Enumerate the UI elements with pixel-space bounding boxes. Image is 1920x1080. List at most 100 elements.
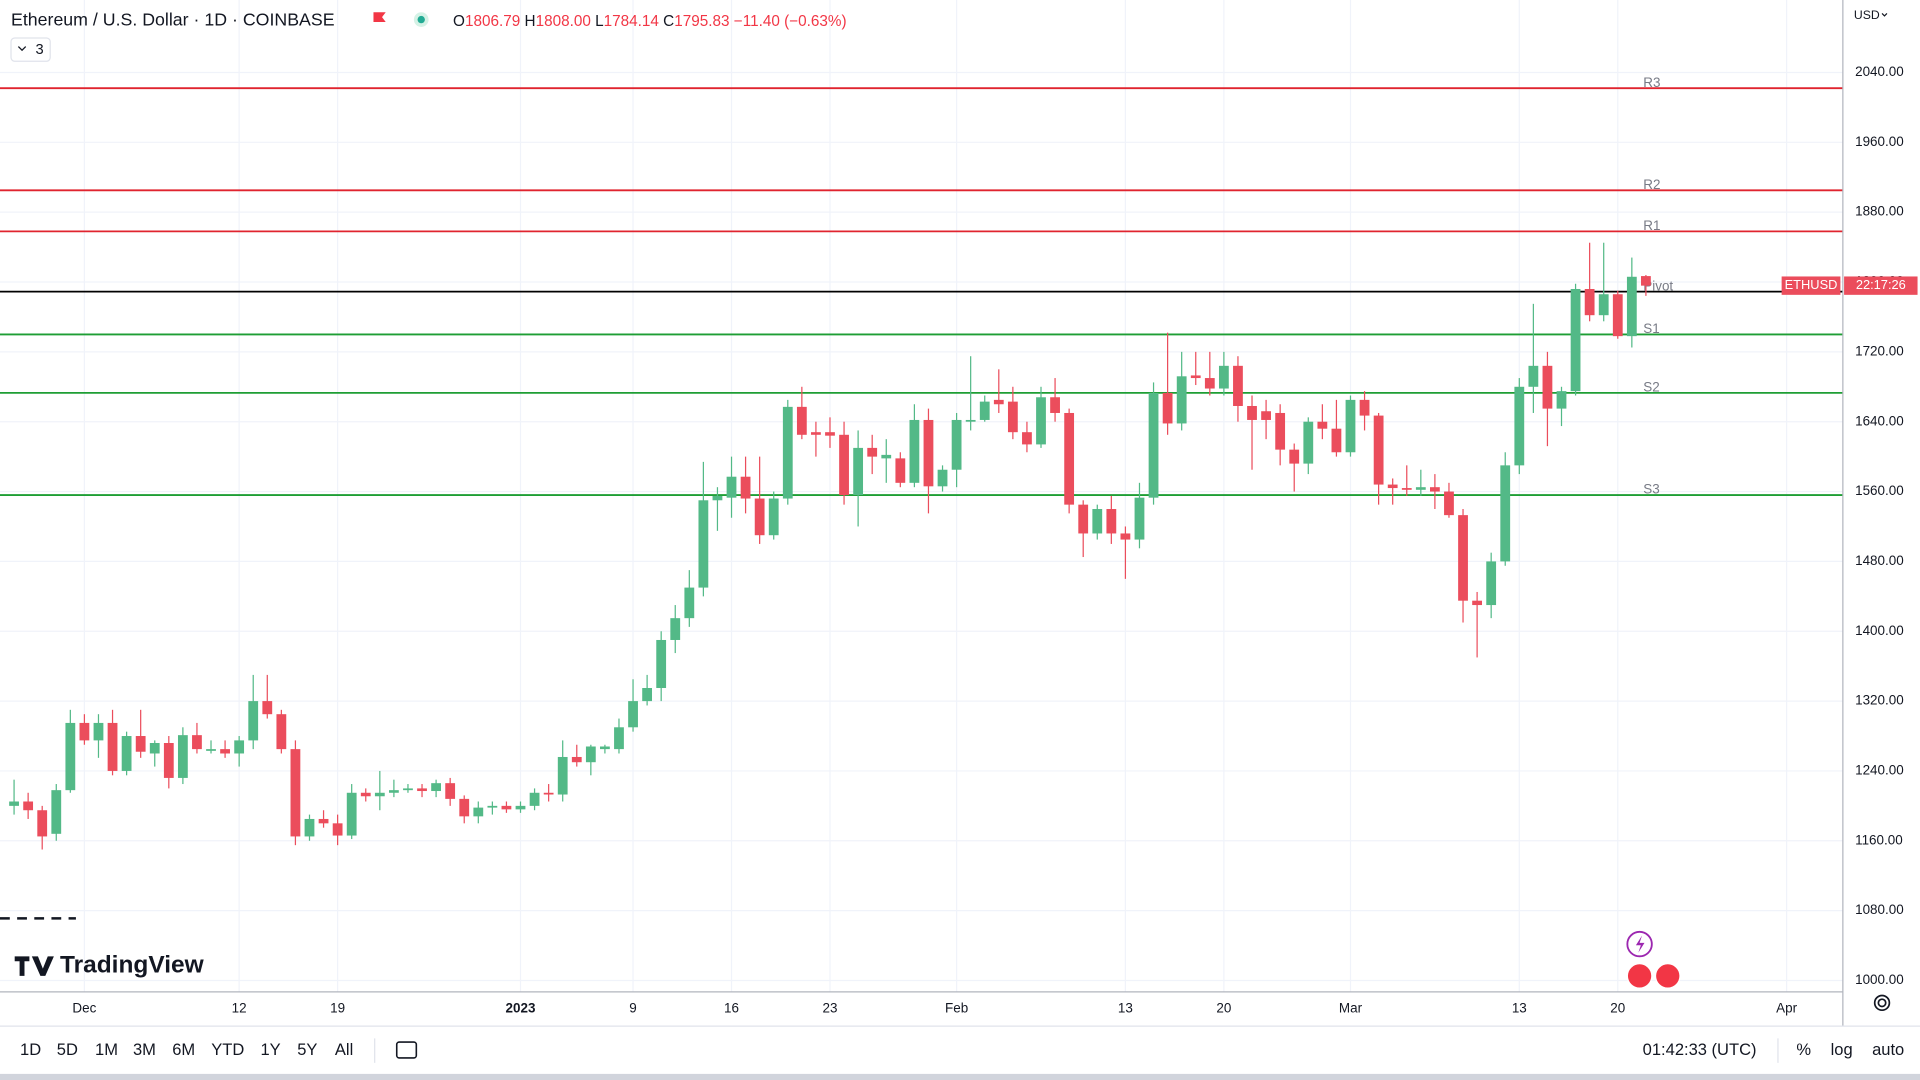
range-button[interactable]: 5D (57, 1040, 78, 1059)
countdown: 22:17:26 (1856, 277, 1906, 292)
flag-icon (373, 12, 386, 23)
candle-body (388, 790, 399, 793)
chevron (17, 46, 27, 52)
candle-body (1401, 488, 1412, 490)
x-tick-label: 9 (629, 1001, 636, 1016)
currency[interactable]: USD (1854, 8, 1880, 22)
candle-body (1247, 405, 1257, 420)
logo-mark (14, 956, 54, 976)
candle-body (1303, 421, 1314, 464)
ohlc-value: 1808.00 (536, 13, 591, 30)
candle-body (1641, 276, 1651, 286)
candle-body (867, 447, 878, 457)
x-tick-label: 20 (1610, 1001, 1625, 1016)
date-range-icon[interactable] (395, 1041, 418, 1059)
x-tick-label: 13 (1512, 1001, 1527, 1016)
candle-body (1134, 497, 1145, 540)
candle-body (712, 495, 723, 501)
ohlc-legend: O1806.79 H1808.00 L1784.14 C1795.83 −11.… (453, 13, 847, 30)
candle-body (515, 805, 526, 810)
x-tick-label: 16 (724, 1001, 739, 1016)
candle-body (1514, 386, 1525, 466)
range-button[interactable]: 1M (95, 1040, 118, 1059)
candle-body (234, 740, 245, 754)
candle-body (1022, 432, 1032, 445)
range-button[interactable]: 3M (133, 1040, 156, 1059)
x-tick-label: Feb (945, 1001, 968, 1016)
range-button[interactable]: YTD (211, 1040, 244, 1059)
candle-body (487, 805, 498, 808)
y-tick-label: 1560.00 (1855, 483, 1904, 498)
candle-body (107, 722, 118, 771)
candle-body (670, 618, 681, 640)
candle-body (121, 736, 132, 771)
candle-body (1036, 397, 1046, 445)
candle-body (853, 447, 864, 496)
scale-option[interactable]: auto (1872, 1040, 1904, 1059)
candle-body (1289, 449, 1300, 464)
pivot-label: S3 (1643, 482, 1659, 497)
candle-body (1570, 288, 1581, 392)
scale-option[interactable]: % (1796, 1040, 1811, 1059)
x-tick-label: 19 (330, 1001, 345, 1016)
candle-body (1233, 365, 1243, 406)
candle-body (149, 743, 160, 754)
range-button[interactable]: 1D (20, 1040, 41, 1059)
ohlc-value: 1784.14 (604, 13, 660, 30)
candle-body (431, 783, 441, 792)
candle-body (192, 735, 202, 750)
candle-body (642, 687, 653, 702)
indicators-toggle[interactable] (10, 37, 51, 62)
candle-body (600, 746, 610, 750)
candle-body (374, 792, 385, 797)
candle-body (923, 419, 934, 487)
range-button[interactable]: 5Y (297, 1040, 317, 1059)
flag-event[interactable] (1626, 963, 1653, 989)
ohlc-key: C (663, 13, 674, 30)
range-button[interactable]: 1Y (261, 1040, 281, 1059)
candle-body (445, 783, 456, 799)
x-tick-label: 12 (232, 1001, 247, 1016)
range-button[interactable]: 6M (172, 1040, 195, 1059)
flag-event[interactable] (1654, 963, 1681, 989)
candle-body (1429, 487, 1440, 492)
candle-body (1218, 365, 1229, 389)
candle-body (1064, 412, 1075, 505)
candle-body (1556, 391, 1567, 409)
settings-gear[interactable] (1873, 994, 1891, 1011)
candle-body (1472, 600, 1482, 606)
candle-body (1007, 401, 1018, 433)
candle-body (839, 434, 849, 496)
x-tick-label: Dec (72, 1001, 96, 1016)
candle-body (1359, 399, 1370, 416)
scale-option[interactable]: log (1831, 1040, 1853, 1059)
candle-body (9, 801, 19, 806)
candle-body (698, 500, 709, 588)
range-button[interactable]: All (335, 1040, 353, 1059)
bottom-strip (0, 1073, 1920, 1080)
candle-body (951, 419, 962, 470)
y-tick-label: 1960.00 (1855, 134, 1904, 149)
x-tick-label: 23 (823, 1001, 838, 1016)
candle-body (895, 458, 906, 483)
candle-body (276, 714, 287, 750)
candle-body (543, 792, 554, 795)
y-tick-label: 1880.00 (1855, 204, 1904, 219)
candle-body (1542, 365, 1553, 409)
candle-body (1331, 428, 1342, 453)
x-tick-label: 20 (1216, 1001, 1231, 1016)
clock[interactable]: 01:42:33 (UTC) (1643, 1040, 1757, 1059)
candle-body (811, 432, 821, 435)
candle-body (1373, 415, 1384, 485)
bolt (1635, 935, 1645, 953)
candle-body (473, 807, 484, 817)
pivot-label: S2 (1643, 380, 1659, 395)
ohlc-value: 1795.83 (674, 13, 729, 30)
toolbar: 1D 5D 1M 3M 6M YTD 1Y 5Y All% log auto (20, 1040, 1904, 1059)
candle-body (1106, 509, 1117, 534)
candle-body (1261, 411, 1271, 420)
candle-body (1528, 365, 1539, 387)
candle-body (501, 805, 512, 810)
candle-body (909, 419, 920, 483)
